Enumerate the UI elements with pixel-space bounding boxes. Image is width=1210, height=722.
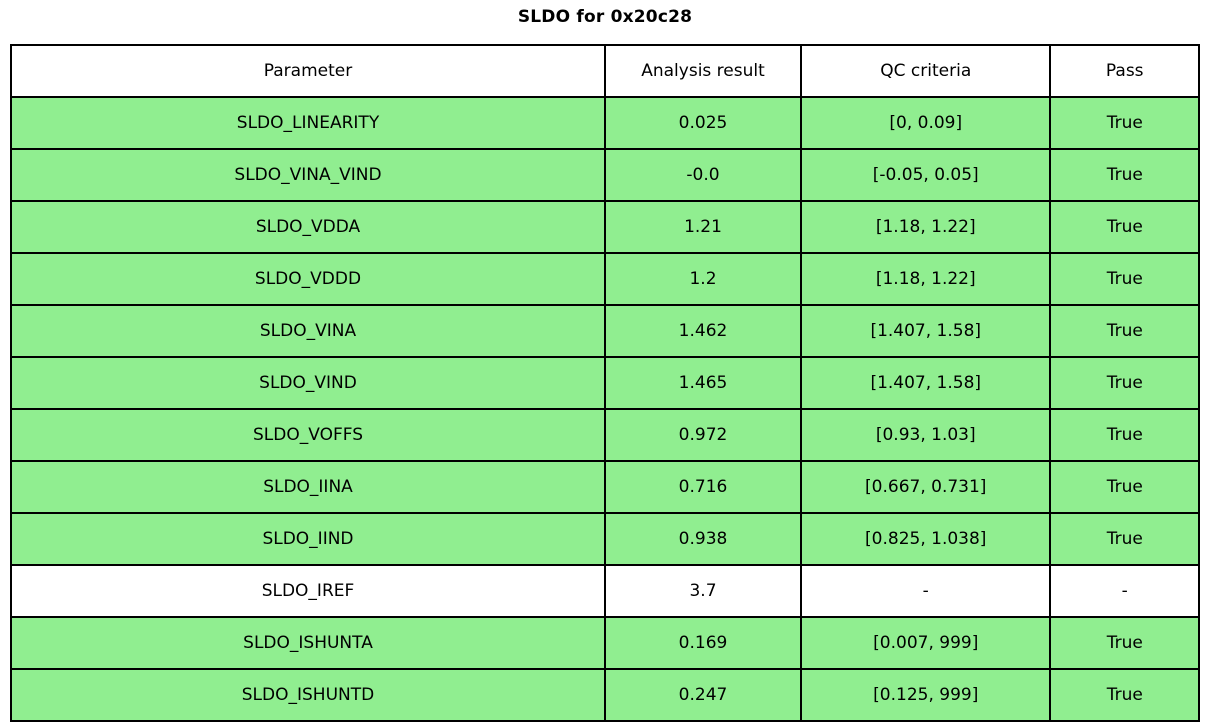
cell-parameter: SLDO_IINA xyxy=(10,460,606,514)
cell-qc-criteria: [0.007, 999] xyxy=(800,616,1052,670)
cell-analysis-result: 0.169 xyxy=(603,616,803,670)
cell-pass: True xyxy=(1049,200,1200,254)
table-row: SLDO_ISHUNTD 0.247 [0.125, 999] True xyxy=(10,668,1200,722)
header-row: Parameter Analysis result QC criteria Pa… xyxy=(10,44,1200,98)
cell-qc-criteria: [1.407, 1.58] xyxy=(800,304,1052,358)
cell-parameter: SLDO_VINA_VIND xyxy=(10,148,606,202)
table-row: SLDO_VINA 1.462 [1.407, 1.58] True xyxy=(10,304,1200,358)
qc-results-table: Parameter Analysis result QC criteria Pa… xyxy=(10,44,1200,722)
cell-qc-criteria: - xyxy=(800,564,1052,618)
cell-analysis-result: 1.21 xyxy=(603,200,803,254)
cell-qc-criteria: [0.667, 0.731] xyxy=(800,460,1052,514)
cell-parameter: SLDO_VIND xyxy=(10,356,606,410)
cell-qc-criteria: [1.18, 1.22] xyxy=(800,252,1052,306)
cell-pass: True xyxy=(1049,304,1200,358)
cell-pass: True xyxy=(1049,512,1200,566)
cell-analysis-result: 0.247 xyxy=(603,668,803,722)
cell-qc-criteria: [0, 0.09] xyxy=(800,96,1052,150)
table-row: SLDO_VIND 1.465 [1.407, 1.58] True xyxy=(10,356,1200,410)
cell-pass: True xyxy=(1049,356,1200,410)
table-row: SLDO_VINA_VIND -0.0 [-0.05, 0.05] True xyxy=(10,148,1200,202)
cell-pass: True xyxy=(1049,460,1200,514)
cell-parameter: SLDO_VDDD xyxy=(10,252,606,306)
cell-parameter: SLDO_IIND xyxy=(10,512,606,566)
cell-pass: True xyxy=(1049,96,1200,150)
cell-analysis-result: 3.7 xyxy=(603,564,803,618)
cell-analysis-result: 0.938 xyxy=(603,512,803,566)
table-row: SLDO_IINA 0.716 [0.667, 0.731] True xyxy=(10,460,1200,514)
cell-analysis-result: 0.716 xyxy=(603,460,803,514)
cell-pass: True xyxy=(1049,616,1200,670)
cell-analysis-result: 0.025 xyxy=(603,96,803,150)
cell-pass: True xyxy=(1049,668,1200,722)
cell-qc-criteria: [0.93, 1.03] xyxy=(800,408,1052,462)
cell-analysis-result: -0.0 xyxy=(603,148,803,202)
col-header-qc-criteria: QC criteria xyxy=(800,44,1052,98)
col-header-pass: Pass xyxy=(1049,44,1200,98)
cell-parameter: SLDO_IREF xyxy=(10,564,606,618)
cell-parameter: SLDO_ISHUNTA xyxy=(10,616,606,670)
cell-parameter: SLDO_ISHUNTD xyxy=(10,668,606,722)
cell-parameter: SLDO_VINA xyxy=(10,304,606,358)
table-row: SLDO_IREF 3.7 - - xyxy=(10,564,1200,618)
cell-pass: True xyxy=(1049,148,1200,202)
cell-qc-criteria: [-0.05, 0.05] xyxy=(800,148,1052,202)
cell-pass: - xyxy=(1049,564,1200,618)
table-row: SLDO_IIND 0.938 [0.825, 1.038] True xyxy=(10,512,1200,566)
cell-qc-criteria: [1.407, 1.58] xyxy=(800,356,1052,410)
cell-pass: True xyxy=(1049,252,1200,306)
col-header-analysis-result: Analysis result xyxy=(603,44,803,98)
table-row: SLDO_LINEARITY 0.025 [0, 0.09] True xyxy=(10,96,1200,150)
cell-parameter: SLDO_LINEARITY xyxy=(10,96,606,150)
col-header-parameter: Parameter xyxy=(10,44,606,98)
cell-qc-criteria: [0.125, 999] xyxy=(800,668,1052,722)
cell-analysis-result: 1.2 xyxy=(603,252,803,306)
table-row: SLDO_VDDD 1.2 [1.18, 1.22] True xyxy=(10,252,1200,306)
cell-parameter: SLDO_VDDA xyxy=(10,200,606,254)
cell-pass: True xyxy=(1049,408,1200,462)
page-title: SLDO for 0x20c28 xyxy=(517,7,693,27)
cell-analysis-result: 0.972 xyxy=(603,408,803,462)
table-row: SLDO_ISHUNTA 0.169 [0.007, 999] True xyxy=(10,616,1200,670)
cell-qc-criteria: [1.18, 1.22] xyxy=(800,200,1052,254)
table-row: SLDO_VOFFS 0.972 [0.93, 1.03] True xyxy=(10,408,1200,462)
table-row: SLDO_VDDA 1.21 [1.18, 1.22] True xyxy=(10,200,1200,254)
cell-qc-criteria: [0.825, 1.038] xyxy=(800,512,1052,566)
cell-parameter: SLDO_VOFFS xyxy=(10,408,606,462)
cell-analysis-result: 1.465 xyxy=(603,356,803,410)
cell-analysis-result: 1.462 xyxy=(603,304,803,358)
